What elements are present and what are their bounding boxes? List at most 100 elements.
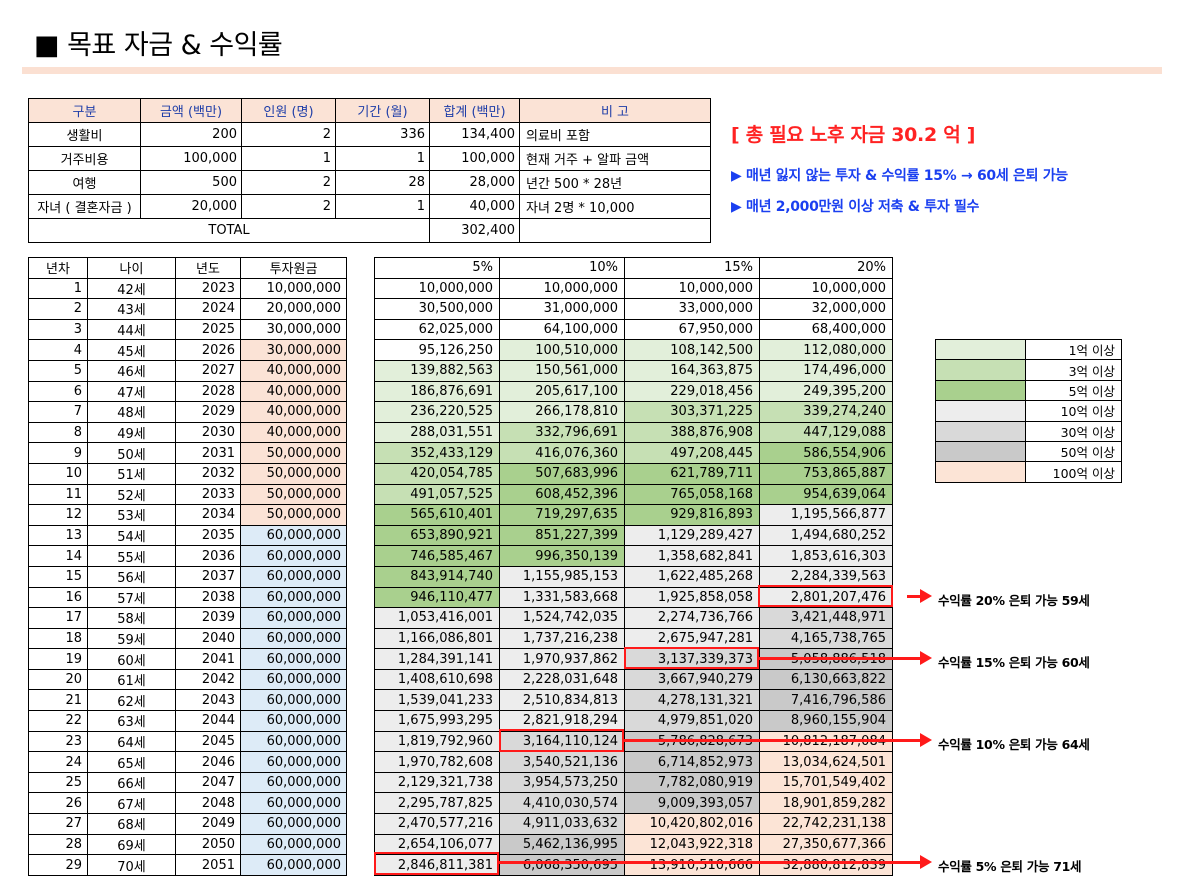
summary-cell: 200 <box>140 122 242 147</box>
principal-cell: 60,000,000 <box>240 689 347 712</box>
return-row: 288,031,551 332,796,691 388,876,908 447,129… <box>374 421 893 444</box>
year-num-cell: 27 <box>28 813 88 835</box>
arrow-head-1 <box>920 589 932 603</box>
return-cell: 1,494,680,252 <box>759 524 893 547</box>
left-table-row: 11 52세 2033 50,000,000 <box>28 483 347 506</box>
left-header-cell: 년차 <box>28 257 88 279</box>
return-cell: 1,195,566,877 <box>759 504 893 526</box>
return-cell: 2,284,339,563 <box>759 565 893 588</box>
return-row: 1,970,782,608 3,540,521,136 6,714,852,973 1… <box>374 751 893 773</box>
return-cell: 1,622,485,268 <box>624 565 760 588</box>
return-cell: 1,925,858,058 <box>624 586 760 609</box>
summary-cell: 현재 거주 + 알파 금액 <box>519 146 711 171</box>
return-row: 186,876,691 205,617,100 229,018,456 249,395… <box>374 380 893 403</box>
calendar-year-cell: 2029 <box>175 401 241 423</box>
return-cell: 10,000,000 <box>624 277 760 300</box>
legend-row: 1억 이상 <box>935 338 1122 361</box>
legend-label: 50억 이상 <box>1025 440 1122 463</box>
summary-row: 거주비용 100,000 1 1 100,000 현재 거주 + 알파 금액 <box>28 146 711 171</box>
return-cell: 1,284,391,141 <box>374 648 500 670</box>
summary-cell: 500 <box>140 170 242 195</box>
return-cell: 10,000,000 <box>759 277 893 300</box>
left-table-row: 24 65세 2046 60,000,000 <box>28 751 347 773</box>
return-cell: 4,979,851,020 <box>624 710 760 732</box>
return-cell: 13,910,510,666 <box>624 854 760 876</box>
year-num-cell: 22 <box>28 710 88 732</box>
return-row: 2,846,811,381 6,068,350,695 13,910,510,666… <box>374 854 893 876</box>
total-fund-headline: [ 총 필요 노후 자금 30.2 억 ] <box>731 124 976 146</box>
arrow-line-3 <box>624 739 925 742</box>
return-cell: 719,297,635 <box>499 504 625 526</box>
age-cell: 57세 <box>87 586 176 609</box>
retire-note-20pct: 수익률 20% 은퇴 가능 59세 <box>938 593 1090 608</box>
summary-cell: 자녀 ( 결혼자금 ) <box>28 194 141 219</box>
calendar-year-cell: 2036 <box>175 545 241 567</box>
left-table-row: 21 62세 2043 60,000,000 <box>28 689 347 712</box>
year-num-cell: 7 <box>28 401 88 423</box>
legend-label: 1억 이상 <box>1025 338 1122 361</box>
calendar-year-cell: 2048 <box>175 792 241 815</box>
return-cell: 3,540,521,136 <box>499 751 625 773</box>
left-table-row: 10 51세 2032 50,000,000 <box>28 462 347 485</box>
summary-cell: 2 <box>241 170 336 195</box>
year-num-cell: 14 <box>28 545 88 567</box>
principal-cell: 60,000,000 <box>240 545 347 567</box>
summary-cell: 100,000 <box>429 146 520 171</box>
calendar-year-cell: 2047 <box>175 771 241 794</box>
calendar-year-cell: 2046 <box>175 751 241 773</box>
age-cell: 70세 <box>87 854 176 876</box>
left-table-row: 28 69세 2050 60,000,000 <box>28 833 347 856</box>
return-row: 653,890,921 851,227,399 1,129,289,427 1,494… <box>374 524 893 547</box>
left-table-row: 17 58세 2039 60,000,000 <box>28 607 347 629</box>
note-line-2: ▶ 매년 2,000만원 이상 저축 & 투자 필수 <box>731 199 980 215</box>
summary-row: 자녀 ( 결혼자금 ) 20,000 2 1 40,000 자녀 2명 * 10,000 <box>28 194 711 219</box>
legend-row: 50억 이상 <box>935 440 1122 463</box>
principal-cell: 10,000,000 <box>240 277 347 300</box>
return-row: 1,408,610,698 2,228,031,648 3,667,940,279 6… <box>374 668 893 691</box>
return-row: 10,000,000 10,000,000 10,000,000 10,000,000 <box>374 277 893 300</box>
calendar-year-cell: 2040 <box>175 627 241 650</box>
principal-cell: 40,000,000 <box>240 421 347 444</box>
return-cell: 2,295,787,825 <box>374 792 500 815</box>
return-cell: 67,950,000 <box>624 318 760 341</box>
summary-cell: 40,000 <box>429 194 520 219</box>
return-cell: 108,142,500 <box>624 339 760 361</box>
return-cell: 33,000,000 <box>624 298 760 320</box>
summary-cell: 1 <box>241 146 336 171</box>
return-cell: 3,137,339,373 <box>624 648 760 670</box>
return-row: 2,295,787,825 4,410,030,574 9,009,393,057 1… <box>374 792 893 815</box>
year-num-cell: 24 <box>28 751 88 773</box>
summary-cell: 28,000 <box>429 170 520 195</box>
return-cell: 996,350,139 <box>499 545 625 567</box>
return-cell: 13,034,624,501 <box>759 751 893 773</box>
summary-header-cell: 금액 (백만) <box>140 98 242 123</box>
year-num-cell: 25 <box>28 771 88 794</box>
return-cell: 352,433,129 <box>374 442 500 464</box>
legend-swatch <box>935 400 1026 422</box>
return-cell: 100,510,000 <box>499 339 625 361</box>
return-cell: 8,960,155,904 <box>759 710 893 732</box>
age-cell: 45세 <box>87 339 176 361</box>
principal-cell: 60,000,000 <box>240 730 347 753</box>
summary-cell: 100,000 <box>140 146 242 171</box>
return-cell: 303,371,225 <box>624 401 760 423</box>
return-cell: 32,000,000 <box>759 298 893 320</box>
return-cell: 3,164,110,124 <box>499 730 625 753</box>
age-cell: 53세 <box>87 504 176 526</box>
return-cell: 112,080,000 <box>759 339 893 361</box>
return-cell: 9,009,393,057 <box>624 792 760 815</box>
return-row: 565,610,401 719,297,635 929,816,893 1,195,5… <box>374 504 893 526</box>
principal-cell: 30,000,000 <box>240 339 347 361</box>
return-cell: 4,165,738,765 <box>759 627 893 650</box>
principal-cell: 60,000,000 <box>240 565 347 588</box>
summary-cell: 2 <box>241 194 336 219</box>
summary-cell: 자녀 2명 * 10,000 <box>519 194 711 219</box>
summary-header-cell: 기간 (월) <box>335 98 430 123</box>
summary-cell: 거주비용 <box>28 146 141 171</box>
principal-cell: 60,000,000 <box>240 627 347 650</box>
compound-return-table: 5% 10% 15% 20% 10,000,000 10,000,000 10,000,0… <box>374 257 893 876</box>
principal-cell: 60,000,000 <box>240 524 347 547</box>
return-cell: 174,496,000 <box>759 359 893 382</box>
legend-row: 10억 이상 <box>935 400 1122 422</box>
age-cell: 56세 <box>87 565 176 588</box>
